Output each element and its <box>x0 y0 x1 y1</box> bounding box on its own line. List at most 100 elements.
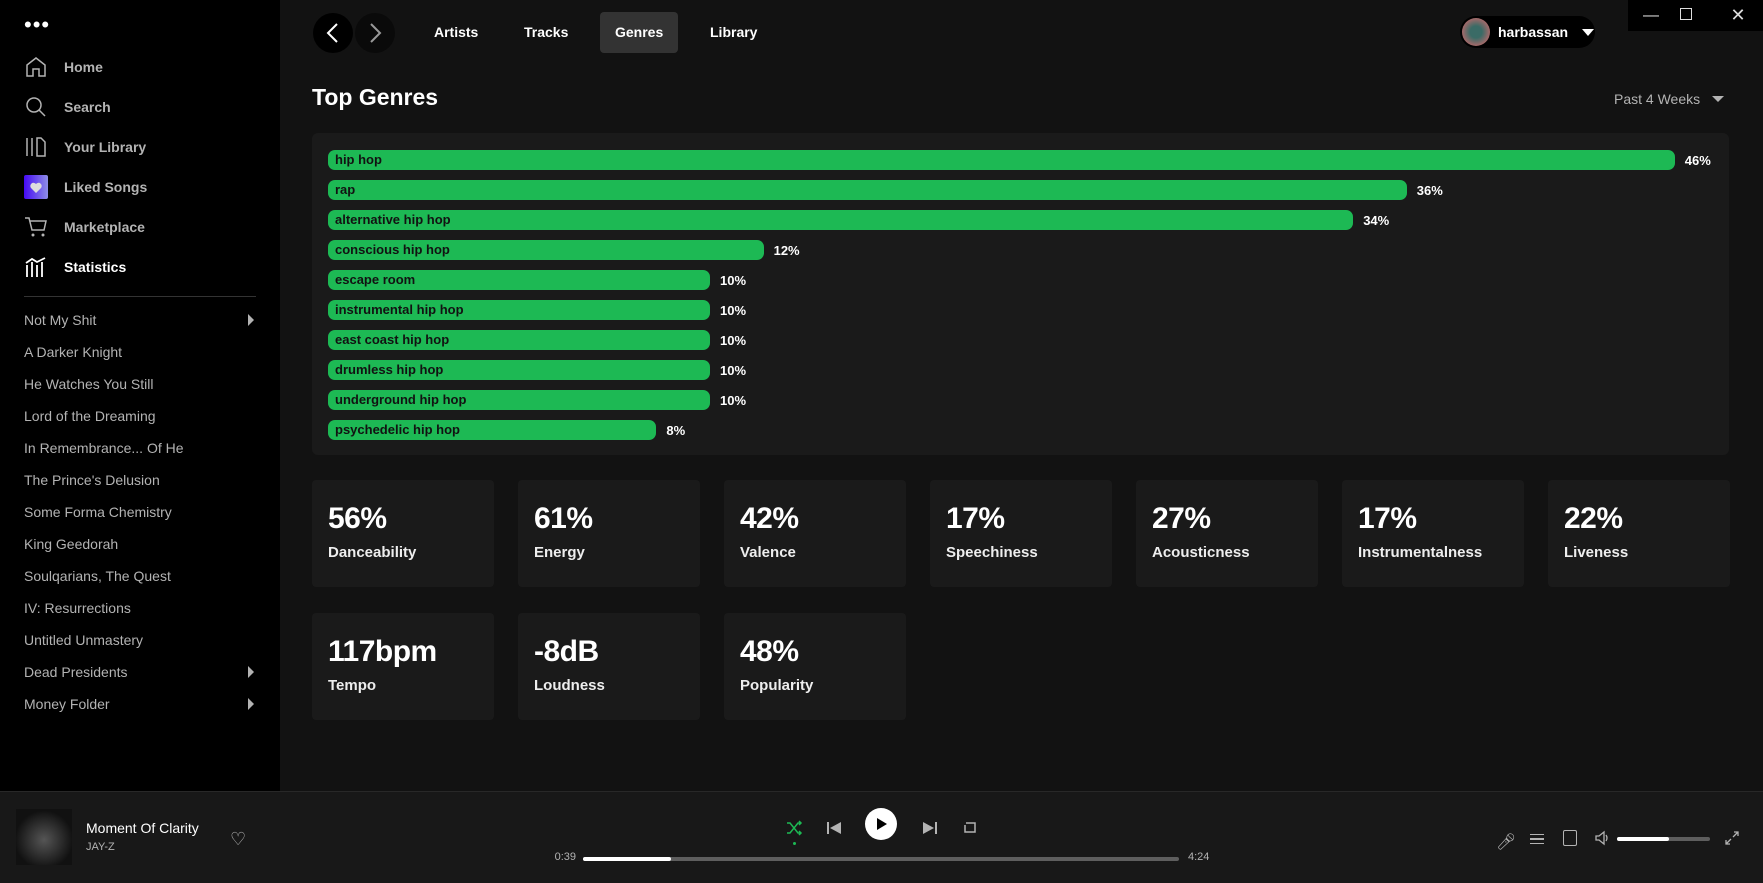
genre-row: east coast hip hop 10% <box>328 330 746 350</box>
sidebar-item-label: Marketplace <box>64 219 145 235</box>
playlist-item[interactable]: Soulqarians, The Quest <box>24 568 254 584</box>
user-menu[interactable]: harbassan <box>1460 16 1595 48</box>
genre-percent: 8% <box>666 422 686 438</box>
playlist-item[interactable]: Dead Presidents <box>24 664 254 680</box>
stat-label: Liveness <box>1564 544 1629 561</box>
playlist-label: Not My Shit <box>24 312 97 328</box>
sidebar-item-cart[interactable]: Marketplace <box>24 215 145 239</box>
stat-value: 22% <box>1564 502 1623 535</box>
previous-icon[interactable] <box>822 816 846 840</box>
next-icon[interactable] <box>918 816 942 840</box>
stat-card-speechiness: 17% Speechiness <box>930 480 1112 587</box>
genre-bar: escape room <box>328 270 710 290</box>
album-art[interactable] <box>16 809 72 865</box>
sidebar-item-search[interactable]: Search <box>24 95 111 119</box>
stat-value: 61% <box>534 502 593 535</box>
playlist-item[interactable]: King Geedorah <box>24 536 254 552</box>
playlist-item[interactable]: Lord of the Dreaming <box>24 408 254 424</box>
volume-slider[interactable] <box>1617 837 1710 841</box>
folder-expand-icon[interactable] <box>248 698 254 710</box>
stat-value: 17% <box>946 502 1005 535</box>
stat-label: Instrumentalness <box>1358 544 1483 561</box>
playlist-item[interactable]: Some Forma Chemistry <box>24 504 254 520</box>
playlist-label: The Prince's Delusion <box>24 472 160 488</box>
playlist-item[interactable]: A Darker Knight <box>24 344 254 360</box>
home-icon <box>26 57 46 77</box>
play-button[interactable] <box>865 808 897 840</box>
stat-card-loudness: -8dB Loudness <box>518 613 700 720</box>
genre-percent: 12% <box>773 242 800 258</box>
genre-bar: conscious hip hop <box>328 240 764 260</box>
genre-bar: drumless hip hop <box>328 360 710 380</box>
playlist-label: Some Forma Chemistry <box>24 504 172 520</box>
folder-expand-icon[interactable] <box>248 314 254 326</box>
time-range-label: Past 4 Weeks <box>1614 91 1701 107</box>
playlist-label: Lord of the Dreaming <box>24 408 156 424</box>
minimize-icon[interactable]: — <box>1643 6 1659 24</box>
close-icon[interactable]: ✕ <box>1730 5 1746 25</box>
volume-icon[interactable] <box>1594 830 1610 846</box>
playlist-item[interactable]: Untitled Unmastery <box>24 632 254 648</box>
stat-label: Energy <box>534 544 585 561</box>
sidebar-item-stats[interactable]: Statistics <box>24 255 126 279</box>
sidebar-item-library[interactable]: Your Library <box>24 135 146 159</box>
stats-icon <box>25 257 46 277</box>
more-menu-icon[interactable]: ••• <box>24 12 51 37</box>
tab-tracks[interactable]: Tracks <box>524 24 569 40</box>
playlist-item[interactable]: Money Folder <box>24 696 254 712</box>
sidebar-item-label: Search <box>64 99 111 115</box>
tab-artists[interactable]: Artists <box>434 24 479 40</box>
heart-icon[interactable]: ♡ <box>230 829 247 849</box>
sidebar-item-label: Liked Songs <box>64 179 148 195</box>
playlist-label: Untitled Unmastery <box>24 632 144 648</box>
fullscreen-icon[interactable] <box>1724 830 1740 846</box>
time-range-dropdown[interactable]: Past 4 Weeks <box>1614 91 1725 107</box>
genre-row: underground hip hop 10% <box>328 390 746 410</box>
username: harbassan <box>1498 24 1569 40</box>
playlist-label: A Darker Knight <box>24 344 123 360</box>
playlist-item[interactable]: Not My Shit <box>24 312 254 328</box>
elapsed-time: 0:39 <box>554 851 576 863</box>
genre-row: rap 36% <box>328 180 1443 200</box>
tab-library[interactable]: Library <box>710 24 758 40</box>
sidebar: ••• Home Search Your Library Liked Songs Mar… <box>0 0 280 791</box>
maximize-icon[interactable] <box>1680 8 1692 20</box>
shuffle-active-dot <box>793 842 796 845</box>
stat-card-acousticness: 27% Acousticness <box>1136 480 1318 587</box>
track-artist[interactable]: JAY-Z <box>86 841 115 853</box>
stat-label: Popularity <box>740 677 814 694</box>
queue-icon[interactable] <box>1529 831 1545 847</box>
repeat-icon[interactable] <box>958 816 982 840</box>
playlist-item[interactable]: IV: Resurrections <box>24 600 254 616</box>
stat-card-popularity: 48% Popularity <box>724 613 906 720</box>
playlist-label: IV: Resurrections <box>24 600 131 616</box>
stat-label: Loudness <box>534 677 605 694</box>
sidebar-item-label: Home <box>64 59 103 75</box>
sidebar-item-heart[interactable]: Liked Songs <box>24 175 147 199</box>
genre-row: psychedelic hip hop 8% <box>328 420 685 440</box>
devices-icon[interactable] <box>1563 830 1577 846</box>
playlist-item[interactable]: He Watches You Still <box>24 376 254 392</box>
playlist-item[interactable]: The Prince's Delusion <box>24 472 254 488</box>
stat-card-energy: 61% Energy <box>518 480 700 587</box>
lyrics-mic-icon[interactable]: 🎤︎ <box>1496 834 1517 851</box>
stat-value: 42% <box>740 502 799 535</box>
tab-genres[interactable]: Genres <box>600 12 679 53</box>
playlist-item[interactable]: In Remembrance... Of He <box>24 440 254 456</box>
forward-button[interactable] <box>355 13 395 53</box>
search-icon <box>26 97 46 117</box>
back-button[interactable] <box>313 13 353 53</box>
playlist-label: Money Folder <box>24 696 110 712</box>
shuffle-icon[interactable] <box>782 816 806 840</box>
library-icon <box>26 137 46 157</box>
progress-bar[interactable] <box>583 857 1179 861</box>
folder-expand-icon[interactable] <box>248 666 254 678</box>
playlist-label: He Watches You Still <box>24 376 154 392</box>
sidebar-item-home[interactable]: Home <box>24 55 103 79</box>
genre-bar: alternative hip hop <box>328 210 1354 230</box>
genre-row: drumless hip hop 10% <box>328 360 746 380</box>
genre-row: escape room 10% <box>328 270 746 290</box>
genre-percent: 10% <box>720 392 747 408</box>
track-title[interactable]: Moment Of Clarity <box>86 820 199 836</box>
stat-card-liveness: 22% Liveness <box>1548 480 1730 587</box>
